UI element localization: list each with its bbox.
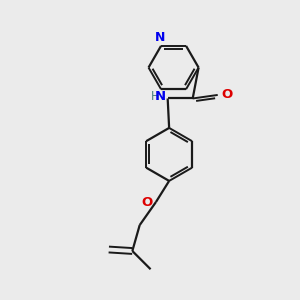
Text: O: O — [142, 196, 153, 208]
Text: N: N — [155, 90, 166, 103]
Text: O: O — [221, 88, 233, 101]
Text: N: N — [154, 31, 165, 44]
Text: H: H — [151, 90, 159, 103]
